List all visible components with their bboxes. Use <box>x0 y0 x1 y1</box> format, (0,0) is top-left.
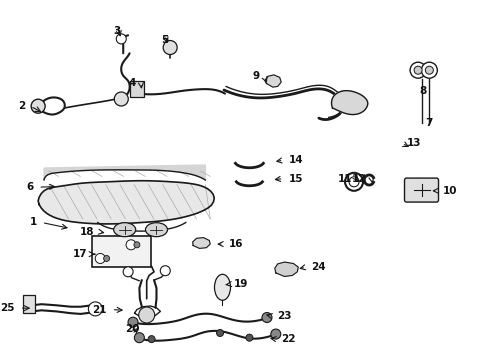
Circle shape <box>262 312 271 323</box>
Circle shape <box>413 66 421 74</box>
Text: 5: 5 <box>161 35 168 45</box>
Ellipse shape <box>214 274 230 300</box>
Circle shape <box>216 329 223 337</box>
Circle shape <box>128 317 138 327</box>
Polygon shape <box>264 75 281 87</box>
Text: 19: 19 <box>233 279 247 289</box>
Circle shape <box>123 267 133 277</box>
Text: 7: 7 <box>425 118 432 128</box>
Text: 24: 24 <box>310 262 325 272</box>
Polygon shape <box>331 91 367 114</box>
Polygon shape <box>38 181 214 224</box>
Text: 11: 11 <box>337 174 351 184</box>
Ellipse shape <box>114 223 135 237</box>
Bar <box>23 295 36 313</box>
Text: 1: 1 <box>29 217 37 228</box>
Circle shape <box>409 62 425 78</box>
Text: 12: 12 <box>351 174 366 184</box>
Text: 9: 9 <box>251 71 259 81</box>
Text: 17: 17 <box>72 249 87 259</box>
Text: 20: 20 <box>124 324 139 334</box>
Circle shape <box>88 302 102 316</box>
Text: 6: 6 <box>26 182 33 192</box>
Circle shape <box>114 92 128 106</box>
Circle shape <box>270 329 280 339</box>
Circle shape <box>31 99 45 113</box>
Polygon shape <box>44 165 205 180</box>
Text: 15: 15 <box>288 174 303 184</box>
Circle shape <box>421 62 436 78</box>
Text: 22: 22 <box>280 334 295 344</box>
FancyBboxPatch shape <box>404 178 438 202</box>
Bar <box>92 236 150 267</box>
Circle shape <box>245 334 252 341</box>
Text: 18: 18 <box>79 227 94 237</box>
Circle shape <box>103 256 109 261</box>
Polygon shape <box>274 262 298 276</box>
Polygon shape <box>192 238 210 248</box>
Circle shape <box>148 336 155 343</box>
Bar <box>130 81 143 97</box>
Circle shape <box>126 240 136 250</box>
Text: 4: 4 <box>128 78 136 88</box>
Circle shape <box>348 177 358 187</box>
Text: 14: 14 <box>288 155 303 165</box>
Circle shape <box>139 307 154 323</box>
Circle shape <box>160 266 170 276</box>
Circle shape <box>163 41 177 54</box>
Text: 23: 23 <box>276 311 291 321</box>
Circle shape <box>134 333 144 343</box>
Text: 21: 21 <box>92 305 106 315</box>
Text: 10: 10 <box>442 186 456 196</box>
Circle shape <box>95 253 105 264</box>
Text: 8: 8 <box>419 86 426 96</box>
Circle shape <box>425 66 432 74</box>
Circle shape <box>345 173 362 191</box>
Circle shape <box>134 242 140 248</box>
Ellipse shape <box>145 223 167 237</box>
Text: 25: 25 <box>0 303 15 313</box>
Text: 2: 2 <box>18 101 25 111</box>
Circle shape <box>116 34 126 44</box>
Text: 13: 13 <box>406 138 421 148</box>
Text: 16: 16 <box>228 239 243 249</box>
Text: 3: 3 <box>114 26 121 36</box>
